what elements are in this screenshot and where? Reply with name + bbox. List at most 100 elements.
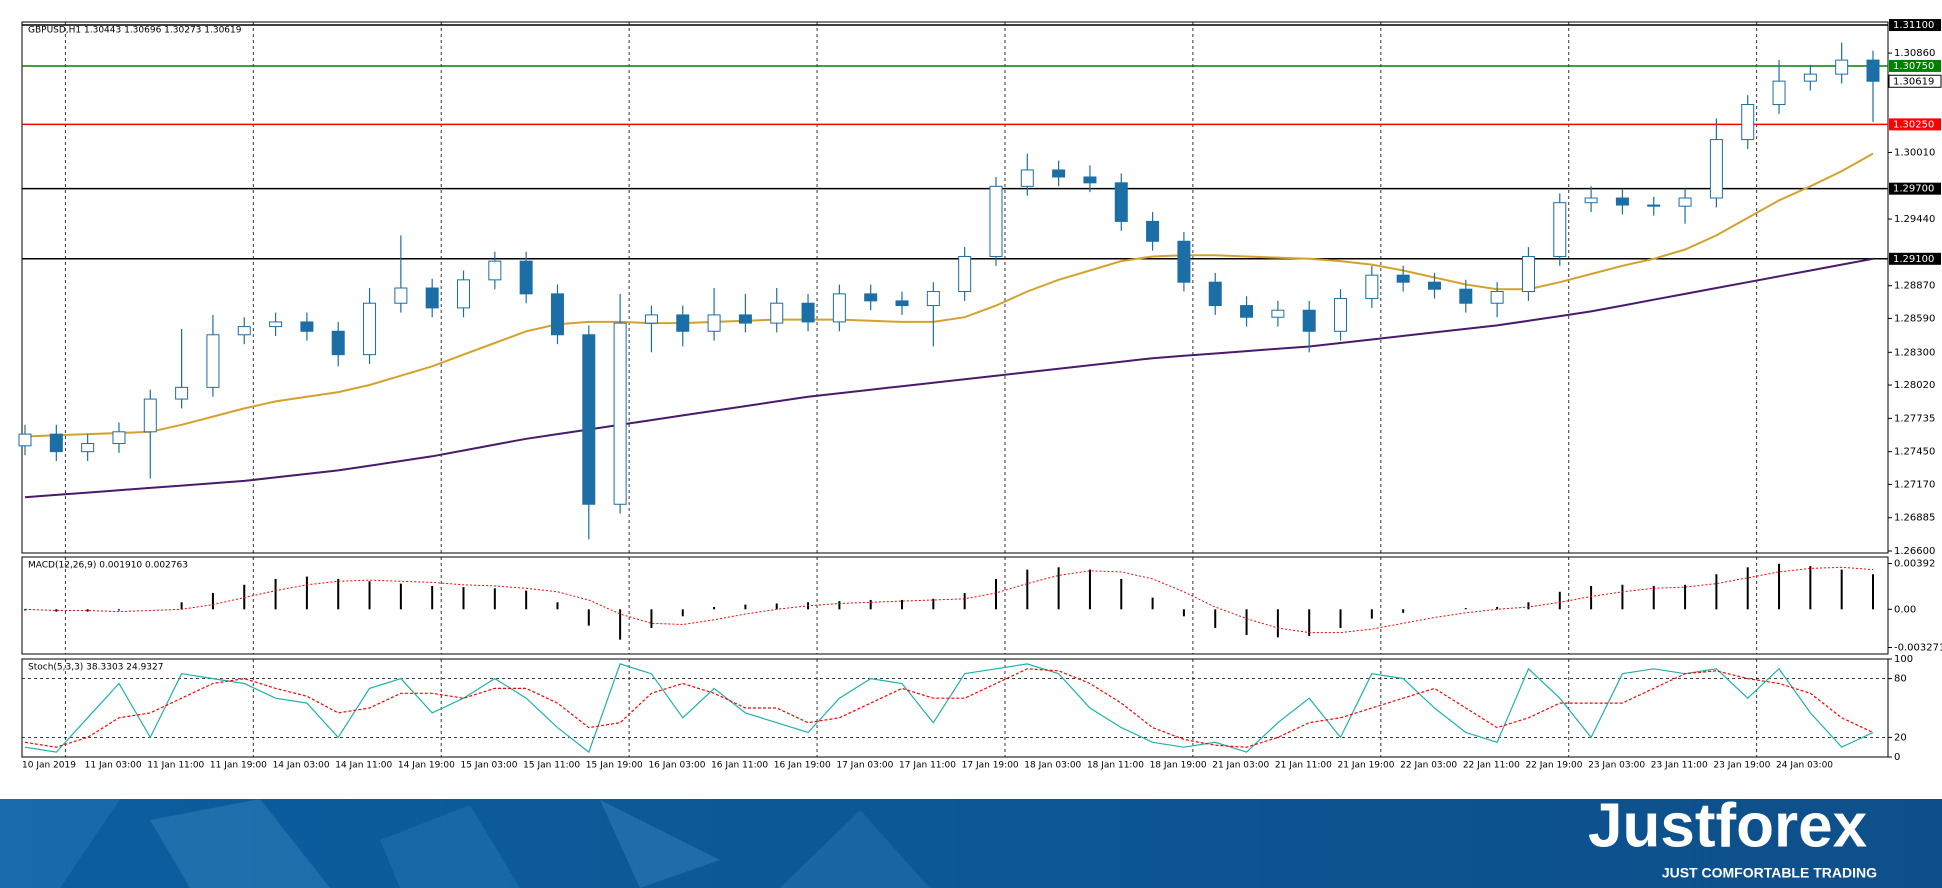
y-tick-label: 1.26885 — [1894, 513, 1935, 524]
moving-average — [24, 152, 1874, 438]
candle-body — [1146, 220, 1160, 242]
level-label: 1.30750 — [1893, 61, 1934, 72]
x-tick-label: 18 Jan 11:00 — [1087, 761, 1144, 771]
candle-body — [1584, 197, 1598, 204]
candle-body — [989, 185, 1003, 257]
candle-body — [895, 300, 909, 307]
candle-body — [801, 302, 815, 323]
candle-body — [269, 321, 283, 328]
x-tick-label: 16 Jan 03:00 — [648, 761, 705, 771]
x-tick-label: 15 Jan 19:00 — [586, 761, 643, 771]
brand-tagline: JUST COMFORTABLE TRADING — [1662, 865, 1877, 881]
x-tick-label: 21 Jan 11:00 — [1275, 761, 1332, 771]
candle-body — [770, 302, 784, 324]
candle-body — [1052, 169, 1066, 178]
x-tick-label: 17 Jan 03:00 — [836, 761, 893, 771]
x-tick-label: 23 Jan 19:00 — [1713, 761, 1770, 771]
x-tick-label: 11 Jan 19:00 — [210, 761, 267, 771]
candle-body — [1615, 197, 1629, 206]
candle-body — [1521, 255, 1535, 293]
candle-body — [18, 433, 32, 447]
stoch-line — [24, 668, 1874, 748]
candle-body — [1709, 139, 1723, 199]
y-tick-label: 20 — [1894, 732, 1907, 743]
candle-body — [1553, 202, 1567, 257]
banner — [0, 799, 1942, 888]
x-tick-label: 14 Jan 19:00 — [398, 761, 455, 771]
candle-body — [1083, 176, 1097, 184]
y-tick-label: 1.28300 — [1894, 347, 1935, 358]
y-tick-label: 1.29440 — [1894, 214, 1935, 225]
x-tick-label: 22 Jan 03:00 — [1400, 761, 1457, 771]
candle-body — [676, 314, 690, 332]
y-tick-label: 1.30860 — [1894, 48, 1935, 59]
level-label: 1.29100 — [1893, 254, 1934, 265]
x-tick-label: 17 Jan 11:00 — [899, 761, 956, 771]
y-tick-label: 1.27450 — [1894, 447, 1935, 458]
candle-body — [457, 279, 471, 309]
candle-body — [300, 321, 314, 332]
panel-frame — [21, 658, 1889, 758]
candle-body — [363, 302, 377, 356]
x-tick-label: 24 Jan 03:00 — [1776, 761, 1833, 771]
y-tick-label: 0.00 — [1894, 604, 1916, 615]
candle-body — [550, 293, 564, 336]
panel-title: Stoch(5,3,3) 38.3303 24.9327 — [28, 663, 163, 673]
y-tick-label: 1.28020 — [1894, 380, 1935, 391]
candle-body — [1240, 305, 1254, 318]
candle-body — [1396, 274, 1410, 283]
candle-body — [832, 293, 846, 323]
macd-signal — [24, 566, 1874, 634]
level-label-box — [1889, 59, 1941, 72]
candle-body — [1114, 182, 1128, 222]
candle-body — [1334, 298, 1348, 332]
candle-body — [488, 260, 502, 281]
y-tick-label: 1.30010 — [1894, 147, 1935, 158]
candle-body — [613, 322, 627, 505]
candle-body — [237, 326, 251, 336]
candle-body — [425, 287, 439, 309]
banner-decoration — [0, 799, 930, 888]
x-tick-label: 21 Jan 03:00 — [1212, 761, 1269, 771]
y-tick-label: 1.27170 — [1894, 479, 1935, 490]
candle-body — [206, 334, 220, 388]
y-tick-label: 0 — [1894, 752, 1900, 763]
candle-body — [1678, 197, 1692, 207]
x-tick-label: 17 Jan 19:00 — [962, 761, 1019, 771]
candle-body — [1741, 104, 1755, 141]
candle-body — [1302, 309, 1316, 332]
moving-average — [24, 257, 1874, 499]
level-label-box — [1889, 19, 1941, 32]
candle-body — [1177, 240, 1191, 283]
panel-title: GBPUSD,H1 1.30443 1.30696 1.30273 1.3061… — [28, 26, 242, 36]
x-tick-label: 23 Jan 11:00 — [1651, 761, 1708, 771]
candle-body — [175, 386, 189, 400]
panel-title: MACD(12,26,9) 0.001910 0.002763 — [28, 561, 188, 571]
x-tick-label: 16 Jan 19:00 — [774, 761, 831, 771]
x-tick-label: 23 Jan 03:00 — [1588, 761, 1645, 771]
x-tick-label: 18 Jan 03:00 — [1024, 761, 1081, 771]
candle-body — [1490, 291, 1504, 304]
candle-body — [1208, 281, 1222, 307]
candle-body — [1459, 288, 1473, 304]
last-price-label: 1.30619 — [1893, 76, 1934, 87]
panel-frame — [21, 556, 1889, 655]
level-label-box — [1889, 182, 1941, 195]
x-tick-label: 22 Jan 11:00 — [1463, 761, 1520, 771]
y-tick-label: 1.28590 — [1894, 313, 1935, 324]
x-tick-label: 10 Jan 2019 — [22, 761, 76, 771]
candle-body — [582, 334, 596, 505]
candle-body — [1647, 204, 1661, 207]
candle-body — [143, 398, 157, 433]
candle-body — [958, 255, 972, 293]
x-tick-label: 11 Jan 11:00 — [147, 761, 204, 771]
candle-body — [1271, 309, 1285, 318]
candle-body — [738, 314, 752, 324]
brand-logo: Justforex — [1588, 791, 1868, 860]
x-tick-label: 15 Jan 11:00 — [523, 761, 580, 771]
x-tick-label: 18 Jan 19:00 — [1150, 761, 1207, 771]
candle-body — [331, 330, 345, 356]
x-tick-label: 16 Jan 11:00 — [711, 761, 768, 771]
